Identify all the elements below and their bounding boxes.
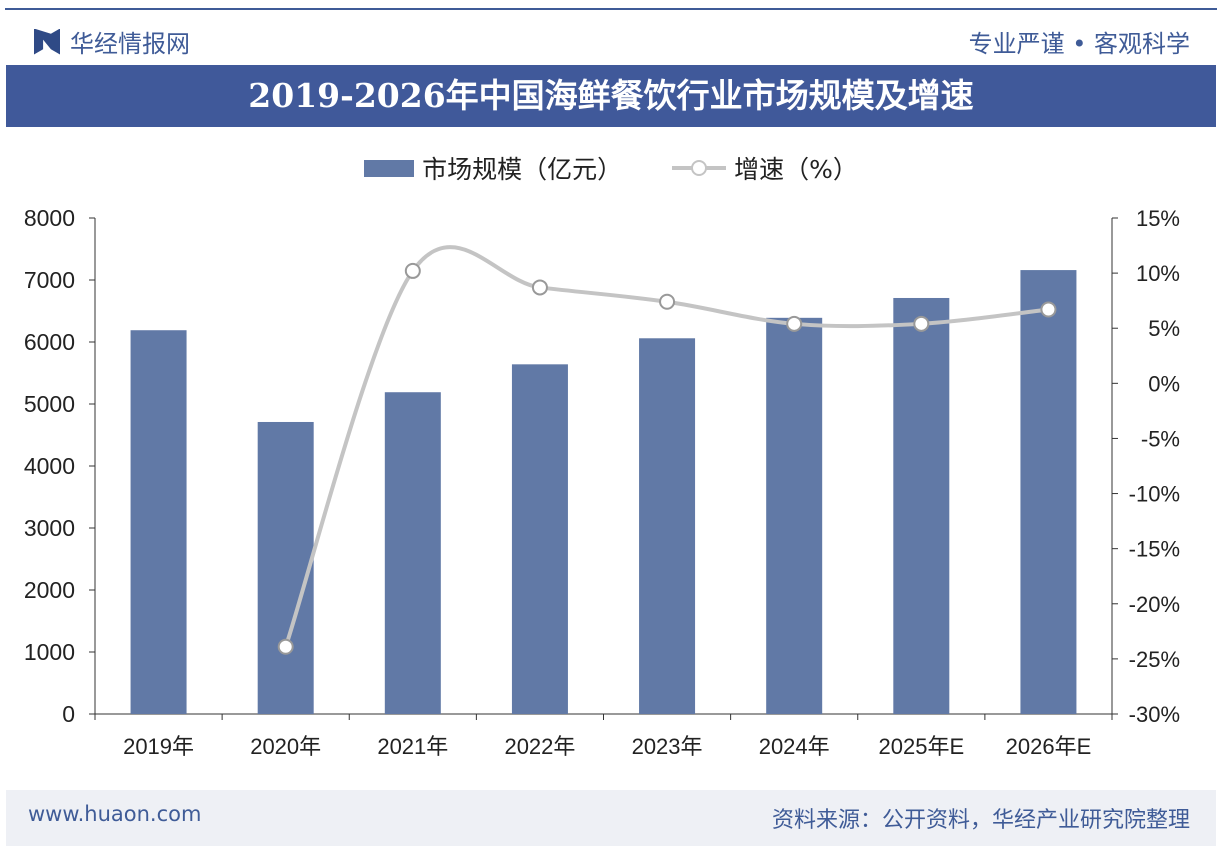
right-tick-label: -15% bbox=[1129, 537, 1180, 562]
legend: 市场规模（亿元） 增速（%） bbox=[0, 150, 1222, 186]
x-tick-label: 2023年 bbox=[632, 734, 703, 759]
bar bbox=[1020, 270, 1077, 714]
right-tick-label: -5% bbox=[1141, 426, 1180, 451]
x-tick-label: 2021年 bbox=[377, 734, 448, 759]
legend-bar-label: 市场规模（亿元） bbox=[422, 155, 623, 184]
bar bbox=[511, 364, 568, 714]
x-tick-label: 2020年 bbox=[250, 734, 321, 759]
right-tick-label: -25% bbox=[1129, 647, 1180, 672]
bar bbox=[130, 330, 187, 714]
right-tick-label: 0% bbox=[1148, 371, 1180, 396]
bar bbox=[384, 392, 441, 714]
growth-point bbox=[277, 638, 294, 655]
right-tick-label: -20% bbox=[1129, 592, 1180, 617]
growth-point bbox=[404, 262, 421, 279]
x-tick-label: 2025年E bbox=[879, 734, 965, 759]
growth-point bbox=[1040, 301, 1057, 318]
left-tick-label: 1000 bbox=[24, 639, 75, 665]
left-tick-label: 3000 bbox=[24, 515, 75, 541]
left-tick-label: 5000 bbox=[24, 391, 75, 417]
growth-line bbox=[283, 245, 1049, 648]
bar bbox=[639, 338, 696, 714]
left-tick-label: 2000 bbox=[24, 577, 75, 603]
bar bbox=[257, 421, 314, 714]
top-rule bbox=[5, 8, 1217, 10]
footer-source: 资料来源：公开资料，华经产业研究院整理 bbox=[771, 808, 1190, 833]
left-tick-label: 4000 bbox=[24, 453, 75, 479]
growth-point bbox=[913, 315, 930, 332]
brand: 华经情报网 bbox=[34, 24, 190, 59]
right-tick-label: 5% bbox=[1148, 316, 1180, 341]
motto: 专业严谨 • 客观科学 bbox=[968, 30, 1190, 58]
right-tick-label: -30% bbox=[1129, 702, 1180, 727]
right-tick-label: -10% bbox=[1129, 482, 1180, 507]
right-tick-label: 15% bbox=[1136, 206, 1180, 231]
chart-title: 2019-2026年中国海鲜餐饮行业市场规模及增速 bbox=[6, 65, 1216, 127]
legend-line-swatch bbox=[672, 160, 727, 176]
x-tick-label: 2022年 bbox=[504, 734, 575, 759]
growth-point bbox=[659, 293, 676, 310]
legend-bar: 市场规模（亿元） bbox=[364, 150, 622, 186]
legend-bar-swatch bbox=[364, 159, 415, 177]
bar bbox=[893, 297, 950, 714]
footer-band bbox=[6, 790, 1216, 846]
legend-line-label: 增速（%） bbox=[734, 155, 858, 184]
brand-name: 华经情报网 bbox=[70, 30, 190, 58]
left-tick-label: 0 bbox=[62, 701, 75, 727]
right-tick-label: 10% bbox=[1136, 261, 1180, 286]
legend-line: 增速（%） bbox=[672, 150, 858, 186]
growth-point bbox=[531, 279, 548, 296]
left-tick-label: 6000 bbox=[24, 329, 75, 355]
x-tick-label: 2019年 bbox=[123, 734, 194, 759]
growth-point bbox=[786, 315, 803, 332]
bar bbox=[766, 317, 823, 714]
footer-url: www.huaon.com bbox=[28, 802, 202, 826]
x-tick-label: 2024年 bbox=[759, 734, 830, 759]
left-tick-label: 7000 bbox=[24, 267, 75, 293]
x-tick-label: 2026年E bbox=[1006, 734, 1092, 759]
left-tick-label: 8000 bbox=[24, 205, 75, 231]
